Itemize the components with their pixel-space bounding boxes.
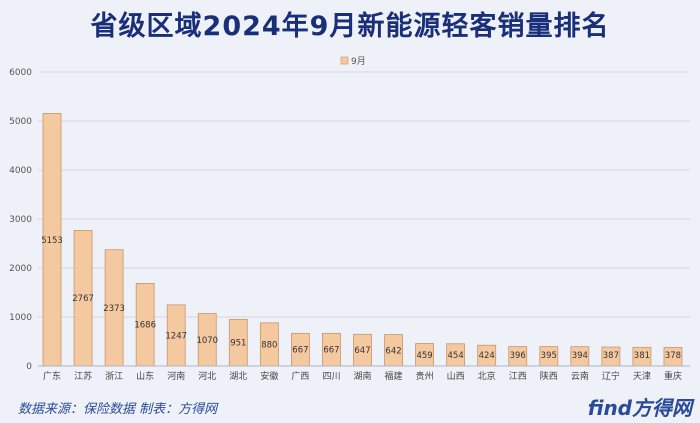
data-label: 2373	[103, 304, 125, 314]
data-label: 647	[354, 346, 370, 356]
data-label: 387	[603, 351, 619, 361]
x-tick-label: 湖南	[353, 370, 371, 382]
data-label: 378	[665, 351, 681, 361]
y-tick-label: 4000	[9, 166, 32, 176]
data-label: 394	[572, 351, 588, 361]
data-label: 1686	[134, 321, 156, 331]
x-tick-label: 广东	[43, 370, 61, 382]
y-tick-label: 3000	[9, 215, 32, 225]
data-label: 951	[230, 339, 246, 349]
bar-chart: 0 1000 2000 3000 4000 5000 6000 9月 5153 广东 2767 江苏 2…	[9, 56, 690, 382]
data-source-note: 数据来源：保险数据 制表：方得网	[18, 402, 218, 417]
data-label: 1247	[165, 331, 187, 341]
site-logo: find方得网	[587, 396, 692, 420]
legend-swatch	[340, 56, 349, 65]
x-tick-label: 贵州	[416, 370, 434, 382]
x-tick-label: 江苏	[74, 370, 92, 382]
x-tick-label: 江西	[509, 371, 527, 382]
x-tick-label: 四川	[322, 372, 340, 382]
x-tick-label: 浙江	[105, 370, 123, 382]
data-label: 1070	[196, 336, 218, 346]
x-tick-label: 北京	[478, 370, 496, 382]
x-tick-label: 重庆	[664, 370, 682, 382]
x-tick-label: 辽宁	[602, 370, 620, 382]
data-label: 880	[261, 340, 277, 350]
x-tick-label: 陕西	[540, 370, 558, 382]
data-label: 381	[634, 351, 650, 361]
data-label: 5153	[41, 236, 63, 246]
data-label: 395	[541, 351, 557, 361]
data-label: 642	[385, 346, 401, 356]
x-tick-label: 云南	[571, 370, 589, 382]
x-tick-label: 湖北	[229, 371, 247, 382]
data-label: 459	[416, 351, 432, 361]
y-tick-label: 5000	[9, 117, 32, 127]
data-label: 667	[292, 346, 308, 356]
y-tick-label: 2000	[9, 264, 32, 274]
data-label: 396	[510, 351, 526, 361]
x-tick-label: 山东	[136, 370, 154, 382]
data-label: 454	[448, 351, 464, 361]
x-tick-label: 河北	[198, 370, 216, 382]
x-tick-label: 天津	[633, 371, 651, 382]
legend-label: 9月	[351, 56, 366, 67]
x-tick-label: 河南	[167, 370, 185, 382]
x-tick-label: 广西	[291, 370, 309, 382]
x-tick-label: 福建	[385, 370, 403, 382]
x-tick-label: 安徽	[260, 370, 278, 382]
chart-title: 省级区域2024年9月新能源轻客销量排名	[90, 11, 610, 42]
y-tick-label: 1000	[9, 313, 32, 323]
data-label: 667	[323, 346, 339, 356]
y-tick-label: 0	[26, 362, 32, 372]
data-label: 424	[479, 351, 495, 361]
data-label: 2767	[72, 294, 94, 304]
x-tick-label: 山西	[447, 371, 465, 382]
y-tick-label: 6000	[9, 68, 32, 78]
